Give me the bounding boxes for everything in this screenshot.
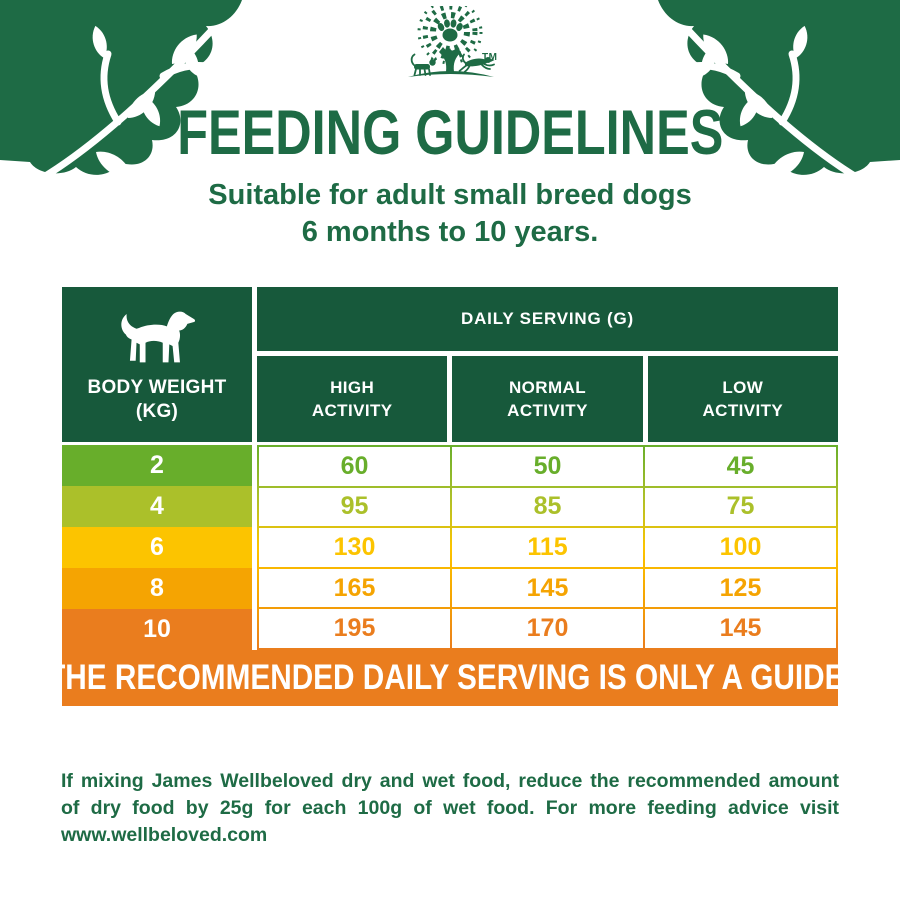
serving-cell-10kg-low: 145 xyxy=(645,609,836,648)
page-subtitle: Suitable for adult small breed dogs 6 mo… xyxy=(0,177,900,251)
weight-cell-8kg: 8 xyxy=(62,568,252,609)
feeding-table: BODY WEIGHT (KG) DAILY SERVING (G) HIGH … xyxy=(62,287,838,706)
leaf-decoration-right-icon xyxy=(658,0,900,182)
weight-cell-2kg: 2 xyxy=(62,445,252,486)
serving-cell-6kg-low: 100 xyxy=(645,528,836,567)
normal-activity-header-cell: NORMAL ACTIVITY xyxy=(452,356,643,442)
serving-cell-6kg-normal: 115 xyxy=(452,528,643,567)
weight-cell-10kg: 10 xyxy=(62,609,252,650)
table-body: 2 4 6 8 10 60 50 45 95 85 75 130 115 100… xyxy=(62,445,838,650)
low-activity-header-cell: LOW ACTIVITY xyxy=(647,356,838,442)
subtitle-line-1: Suitable for adult small breed dogs xyxy=(208,179,692,211)
normal-activity-header-label: NORMAL ACTIVITY xyxy=(507,378,588,420)
mixing-advice-line-1: If mixing James Wellbeloved dry and wet … xyxy=(61,770,839,792)
serving-cell-4kg-low: 75 xyxy=(645,487,836,527)
serving-cell-8kg-normal: 145 xyxy=(452,568,643,608)
subtitle-line-2: 6 months to 10 years. xyxy=(301,216,599,248)
mixing-advice-note: If mixing James Wellbeloved dry and wet … xyxy=(61,768,839,849)
trademark-symbol: TM xyxy=(482,52,498,63)
serving-cell-10kg-normal: 170 xyxy=(452,609,643,648)
guide-note-band: THE RECOMMENDED DAILY SERVING IS ONLY A … xyxy=(62,650,838,706)
leaf-decoration-left-icon xyxy=(0,0,242,182)
low-activity-header-label: LOW ACTIVITY xyxy=(702,378,784,420)
tree-paw-cat-dog-logo-icon xyxy=(408,6,495,77)
daily-serving-header-label: DAILY SERVING (G) xyxy=(461,309,634,328)
weight-cell-6kg: 6 xyxy=(62,527,252,568)
weight-cell-4kg: 4 xyxy=(62,486,252,527)
serving-cell-2kg-high: 60 xyxy=(259,447,450,486)
serving-cell-8kg-low: 125 xyxy=(645,568,836,608)
serving-grid: 60 50 45 95 85 75 130 115 100 165 145 12… xyxy=(257,445,838,650)
high-activity-header-label: HIGH ACTIVITY xyxy=(311,378,393,420)
body-weight-column: 2 4 6 8 10 xyxy=(62,445,252,650)
body-weight-header-cell: BODY WEIGHT (KG) xyxy=(62,287,252,442)
daily-serving-header-group: DAILY SERVING (G) HIGH ACTIVITY NORMAL A… xyxy=(257,287,838,442)
daily-serving-header-cell: DAILY SERVING (G) xyxy=(257,287,838,351)
guide-note-text: THE RECOMMENDED DAILY SERVING IS ONLY A … xyxy=(62,658,838,697)
brand-logo: TM xyxy=(0,0,900,100)
activity-header-row: HIGH ACTIVITY NORMAL ACTIVITY LOW ACTIVI… xyxy=(257,356,838,442)
page-title: FEEDING GUIDELINES xyxy=(176,98,724,168)
high-activity-header-cell: HIGH ACTIVITY xyxy=(257,356,448,442)
serving-cell-4kg-normal: 85 xyxy=(452,487,643,527)
website-url: www.wellbeloved.com xyxy=(61,824,268,846)
mixing-advice-line-2: of dry food by 25g for each 100g of wet … xyxy=(61,797,839,819)
serving-cell-2kg-normal: 50 xyxy=(452,447,643,486)
table-header: BODY WEIGHT (KG) DAILY SERVING (G) HIGH … xyxy=(62,287,838,442)
serving-cell-10kg-high: 195 xyxy=(259,609,450,648)
serving-cell-2kg-low: 45 xyxy=(645,447,836,486)
serving-cell-6kg-high: 130 xyxy=(259,528,450,567)
serving-cell-8kg-high: 165 xyxy=(259,568,450,608)
dog-icon xyxy=(121,311,196,362)
serving-cell-4kg-high: 95 xyxy=(259,487,450,527)
body-weight-header-label: BODY WEIGHT (KG) xyxy=(87,376,227,422)
